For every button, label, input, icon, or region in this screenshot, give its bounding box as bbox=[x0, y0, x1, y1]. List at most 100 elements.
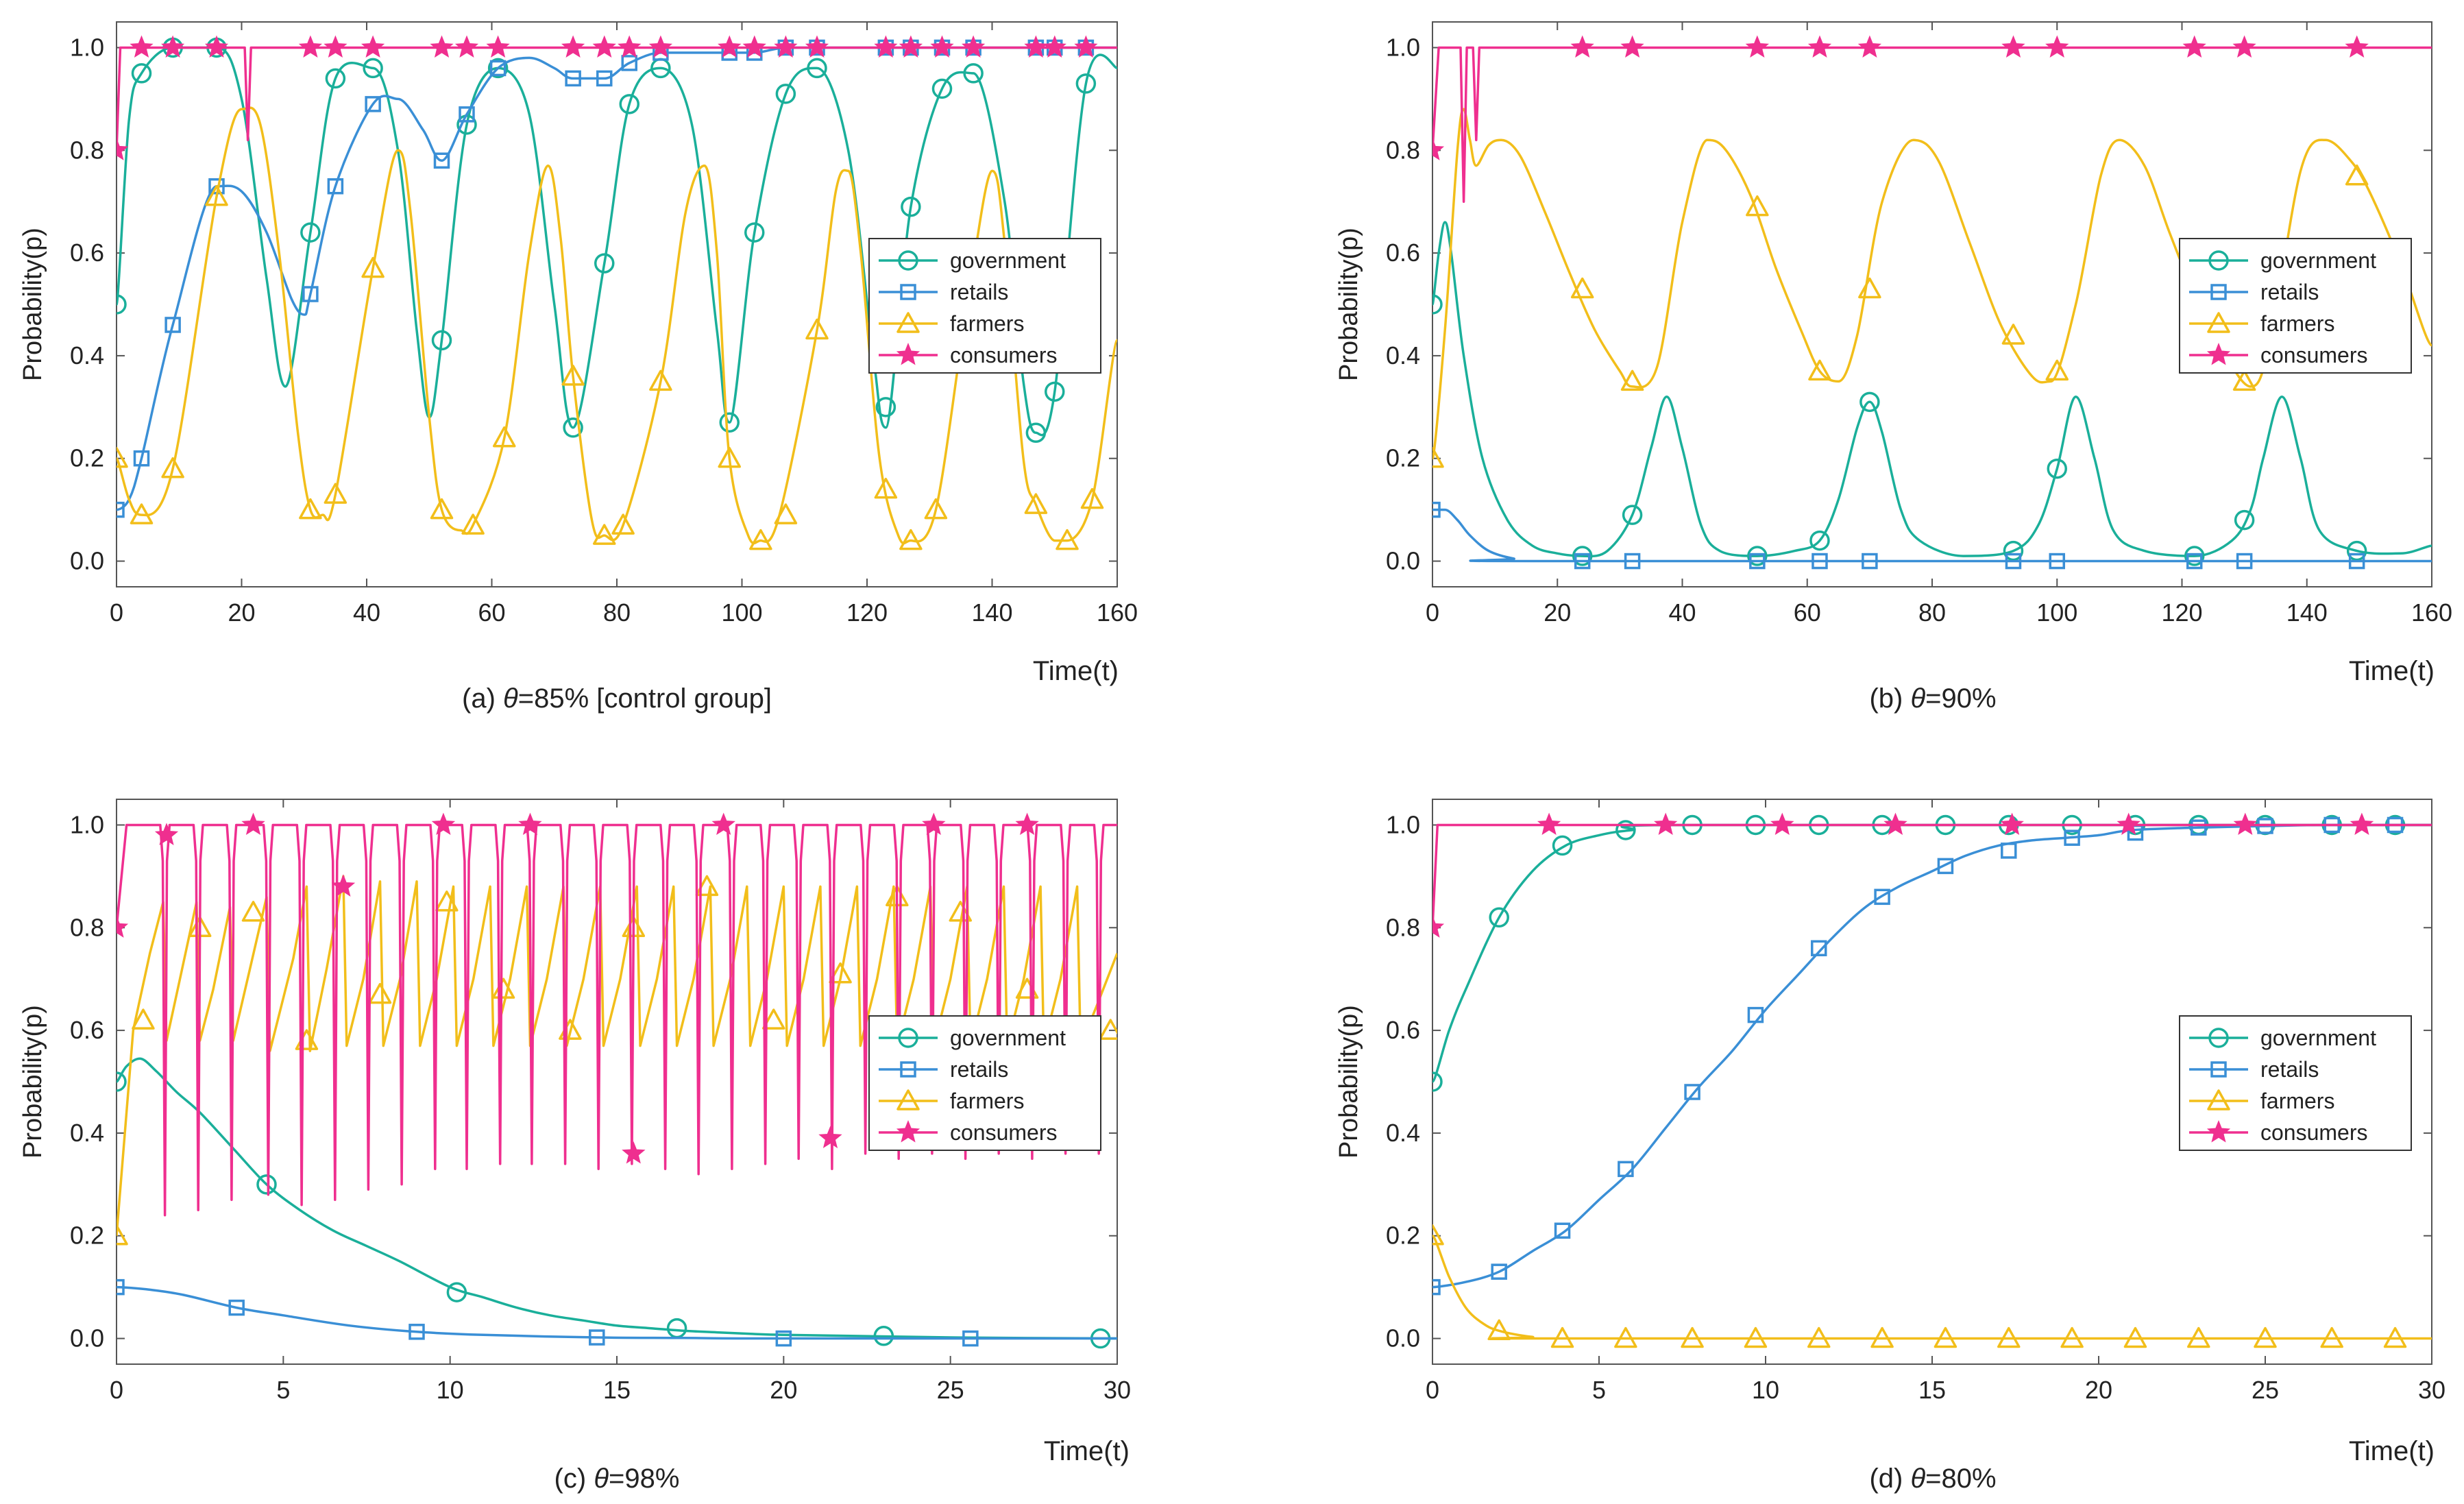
marker-government bbox=[963, 63, 984, 84]
x-tick-label: 20 bbox=[228, 598, 255, 627]
marker-government bbox=[117, 1071, 127, 1092]
series-line-farmers bbox=[1432, 1234, 2432, 1340]
marker-government bbox=[563, 417, 583, 438]
legend: government retails farmers consumers bbox=[868, 238, 1101, 374]
x-tick-label: 20 bbox=[770, 1376, 797, 1404]
legend-marker-consumers bbox=[2206, 342, 2231, 365]
marker-government bbox=[2003, 540, 2024, 561]
marker-consumers bbox=[1015, 812, 1039, 836]
panel-b: 0 20 40 60 80 100 120 140 160 0.0 0.2 0.4 0.6 0.8 1.0 P… bbox=[1334, 21, 2452, 714]
legend: government retails farmers consumers bbox=[2179, 238, 2412, 374]
x-tick-label: 80 bbox=[603, 598, 631, 627]
marker-government bbox=[1572, 546, 1593, 566]
y-tick-label: 0.2 bbox=[70, 1222, 104, 1250]
marker-consumers bbox=[454, 35, 479, 58]
marker-consumers bbox=[1883, 812, 1907, 836]
marker-farmers bbox=[205, 184, 228, 206]
marker-retails bbox=[2064, 829, 2080, 846]
legend-marker-consumers bbox=[896, 1119, 920, 1143]
marker-farmers bbox=[2320, 1326, 2343, 1348]
marker-retails bbox=[1811, 940, 1827, 956]
marker-government bbox=[117, 294, 127, 315]
marker-government bbox=[775, 84, 796, 104]
marker-consumers bbox=[922, 812, 946, 836]
x-tick-label: 5 bbox=[276, 1376, 290, 1404]
marker-consumers bbox=[2182, 35, 2206, 58]
legend-marker-government bbox=[898, 250, 918, 271]
marker-retails bbox=[1937, 858, 1954, 875]
series-line-government bbox=[117, 1057, 1117, 1340]
marker-farmers bbox=[1746, 195, 1769, 217]
marker-farmers bbox=[2123, 1326, 2147, 1348]
marker-farmers bbox=[874, 477, 898, 499]
y-tick-label: 0.6 bbox=[70, 1016, 104, 1044]
marker-retails bbox=[433, 152, 450, 169]
x-tick-label: 5 bbox=[1592, 1376, 1606, 1404]
marker-farmers bbox=[924, 498, 948, 520]
marker-retails bbox=[1862, 553, 1878, 570]
plot-area bbox=[117, 35, 1117, 550]
marker-consumers bbox=[2045, 35, 2069, 58]
legend-marker-retails bbox=[900, 284, 916, 300]
x-tick-label: 0 bbox=[110, 598, 123, 627]
marker-consumers bbox=[874, 35, 898, 58]
marker-farmers bbox=[718, 446, 741, 468]
marker-consumers bbox=[241, 812, 265, 836]
marker-government bbox=[256, 1174, 277, 1195]
marker-government bbox=[875, 397, 896, 417]
marker-farmers bbox=[324, 483, 347, 504]
marker-consumers bbox=[2350, 812, 2374, 836]
panel-c: 0 5 10 15 20 25 30 0.0 0.2 0.4 0.6 0.8 1.0 Probabilit… bbox=[19, 799, 1131, 1494]
x-tick-label: 120 bbox=[2161, 598, 2202, 627]
x-tick-label: 40 bbox=[353, 598, 380, 627]
marker-farmers bbox=[899, 529, 923, 550]
marker-farmers bbox=[435, 890, 459, 912]
x-tick-label: 0 bbox=[1426, 1376, 1439, 1404]
marker-consumers bbox=[204, 35, 229, 58]
legend-label-farmers: farmers bbox=[2260, 1089, 2334, 1113]
marker-consumers bbox=[711, 812, 735, 836]
marker-government bbox=[1859, 391, 1880, 413]
marker-consumers bbox=[1620, 35, 1644, 58]
marker-farmers bbox=[2345, 164, 2369, 186]
x-tick-label: 60 bbox=[478, 598, 505, 627]
marker-farmers bbox=[430, 498, 454, 520]
marker-government bbox=[1615, 820, 1636, 840]
x-tick-label: 0 bbox=[1426, 598, 1439, 627]
x-axis-label: Time(t) bbox=[2349, 656, 2435, 686]
legend-marker-consumers bbox=[896, 342, 920, 365]
x-tick-label: 25 bbox=[2252, 1376, 2279, 1404]
marker-consumers bbox=[961, 35, 986, 58]
marker-consumers bbox=[160, 35, 185, 58]
marker-retails bbox=[2001, 842, 2017, 859]
plot-area bbox=[117, 812, 1117, 1349]
marker-consumers bbox=[324, 35, 347, 58]
legend-label-government: government bbox=[2260, 1026, 2376, 1050]
marker-farmers bbox=[649, 369, 672, 391]
marker-retails bbox=[327, 178, 344, 195]
marker-farmers bbox=[1808, 359, 1831, 381]
marker-farmers bbox=[1024, 493, 1048, 514]
marker-consumers bbox=[1654, 812, 1678, 836]
panel-a: 0 20 40 60 80 100 120 140 160 0.0 0.2 0.4 0.6 0.8 1.0 P… bbox=[19, 21, 1138, 714]
marker-government bbox=[807, 58, 827, 79]
y-tick-label: 0.6 bbox=[1386, 239, 1420, 267]
marker-farmers bbox=[299, 498, 322, 520]
marker-consumers bbox=[361, 35, 385, 58]
marker-consumers bbox=[2001, 35, 2025, 58]
y-tick-label: 0.0 bbox=[70, 547, 104, 575]
marker-consumers bbox=[2117, 812, 2140, 836]
marker-retails bbox=[1618, 1161, 1634, 1178]
marker-farmers bbox=[1550, 1326, 1574, 1348]
x-tick-label: 30 bbox=[2418, 1376, 2445, 1404]
marker-farmers bbox=[1681, 1326, 1704, 1348]
marker-consumers bbox=[1570, 35, 1594, 58]
marker-retails bbox=[1812, 553, 1828, 570]
marker-farmers bbox=[117, 1224, 128, 1246]
marker-retails bbox=[2348, 553, 2365, 570]
y-tick-label: 1.0 bbox=[1386, 33, 1420, 61]
marker-consumers bbox=[561, 35, 585, 58]
series-line-consumers bbox=[1432, 46, 2432, 203]
series-line-farmers bbox=[117, 106, 1117, 545]
